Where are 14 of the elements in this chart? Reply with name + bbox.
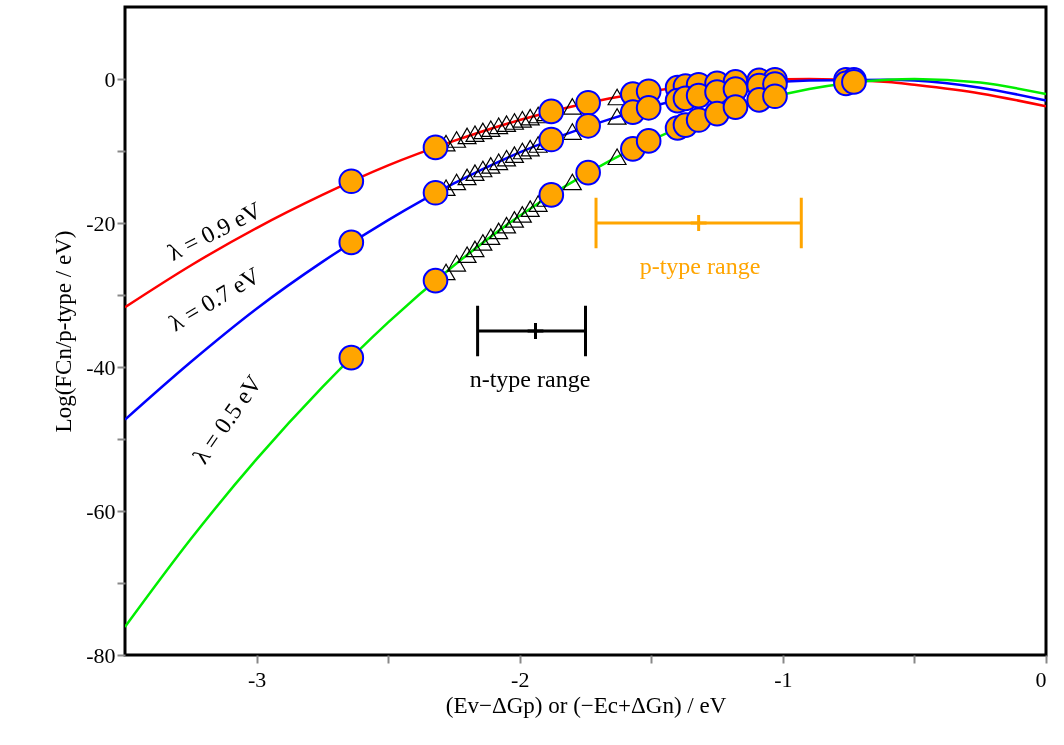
y-tick-label: -20 [86,210,116,236]
y-tick-label: -80 [86,642,116,668]
y-tick-label: -40 [86,354,116,380]
annotation: p-type range [639,253,761,279]
x-axis-title: (Ev−ΔGp) or (−Ec+ΔGn) / eV [445,692,727,718]
y-tick-label: 0 [104,66,116,92]
x-tick-label: 0 [1035,666,1047,692]
x-tick-label: -1 [774,666,793,692]
x-tick-label: -2 [511,666,530,692]
x-tick-label: -3 [247,666,267,692]
y-tick-label: -60 [86,498,116,524]
y-axis-title: Log(FCn/p-type / eV) [51,230,77,433]
annotation: λ = 0.5 eV [187,369,268,469]
annotation: n-type range [469,366,591,392]
